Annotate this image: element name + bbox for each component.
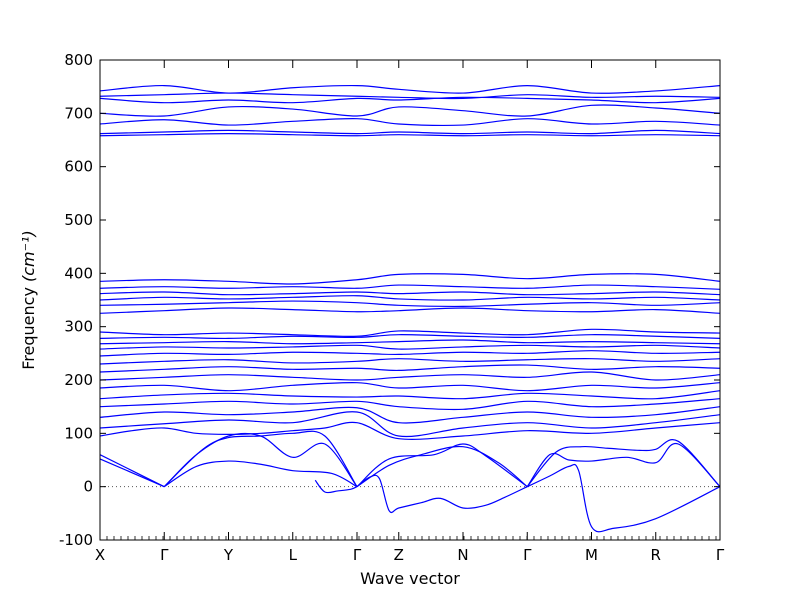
phonon-band-34 <box>100 129 720 135</box>
phonon-band-22 <box>100 350 720 357</box>
x-tick-label: N <box>457 546 468 564</box>
phonon-band-6 <box>314 479 358 494</box>
phonon-band-19 <box>100 371 720 381</box>
phonon-band-7 <box>356 474 528 514</box>
y-tick-label: 700 <box>64 104 93 122</box>
x-tick-label: M <box>585 546 598 564</box>
y-axis-title-text: Frequency <box>19 287 38 370</box>
x-tick-label: Y <box>223 546 234 564</box>
phonon-band-13 <box>100 421 720 440</box>
y-tick-label: 0 <box>83 478 93 496</box>
phonon-band-2 <box>100 458 165 488</box>
phonon-band-38 <box>100 92 720 100</box>
phonon-band-20 <box>100 364 720 373</box>
phonon-band-15 <box>100 406 720 424</box>
axes-layer: -100 0 100 200 300 400 500 600 700 800 X Γ Y L Γ Z N Γ M R Γ <box>59 51 725 564</box>
phonon-band-10 <box>526 463 720 533</box>
phonon-band-37 <box>100 96 720 104</box>
y-tick-label: 500 <box>64 211 93 229</box>
y-axis-title-unit: (cm⁻¹) <box>19 230 38 282</box>
x-tick-label: Γ <box>353 546 362 564</box>
phonon-band-35 <box>100 118 720 127</box>
phonon-band-8 <box>356 445 528 488</box>
phonon-band-30 <box>100 291 720 296</box>
phonon-band-24 <box>100 339 720 345</box>
phonon-band-23 <box>100 344 720 350</box>
x-tick-label: X <box>95 546 105 564</box>
x-tick-label: Γ <box>160 546 169 564</box>
y-tick-label: -100 <box>59 531 93 549</box>
phonon-band-21 <box>100 358 720 365</box>
phonon-band-18 <box>100 381 720 392</box>
x-tick-label: Γ <box>716 546 725 564</box>
y-tick-label: 600 <box>64 158 93 176</box>
y-tick-label: 400 <box>64 264 93 282</box>
y-tick-label: 100 <box>64 424 93 442</box>
x-tick-label: Γ <box>523 546 532 564</box>
phonon-band-4 <box>163 432 358 488</box>
phonon-band-39 <box>100 84 720 94</box>
phonon-band-3 <box>163 460 358 488</box>
phonon-band-36 <box>100 104 720 117</box>
phonon-band-33 <box>100 133 720 137</box>
phonon-band-5 <box>163 430 358 488</box>
x-tick-label: L <box>289 546 298 564</box>
phonon-band-27 <box>100 307 720 314</box>
phonon-band-12 <box>526 439 720 488</box>
phonon-band-16 <box>100 398 720 411</box>
phonon-band-25 <box>100 334 720 340</box>
series-layer <box>100 84 720 533</box>
plot-frame <box>99 59 721 541</box>
y-tick-label: 300 <box>64 318 93 336</box>
phonon-band-9 <box>356 443 528 488</box>
phonon-band-17 <box>100 390 720 400</box>
phonon-band-29 <box>100 295 720 301</box>
phonon-band-26 <box>100 328 720 337</box>
x-tick-label: R <box>651 546 661 564</box>
phonon-band-28 <box>100 300 720 308</box>
phonon-band-31 <box>100 284 720 290</box>
y-tick-label: 200 <box>64 371 93 389</box>
phonon-band-14 <box>100 411 720 438</box>
y-axis-title: Frequency (cm⁻¹) <box>19 230 38 369</box>
phonon-band-11 <box>526 442 720 488</box>
x-tick-label: Z <box>394 546 404 564</box>
phonon-band-32 <box>100 273 720 285</box>
y-tick-label: 800 <box>64 51 93 69</box>
x-axis-title: Wave vector <box>360 569 460 588</box>
